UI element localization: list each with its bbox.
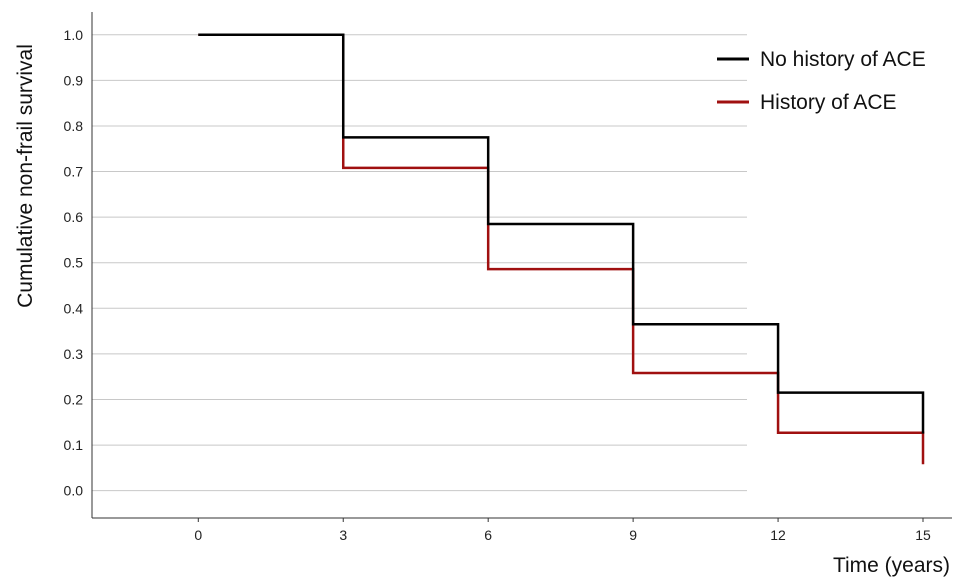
legend-label-no-history: No history of ACE bbox=[760, 48, 926, 71]
y-tick-label: 0.3 bbox=[64, 346, 84, 362]
y-tick-label: 0.2 bbox=[64, 391, 84, 407]
grid-lines bbox=[92, 34, 747, 492]
legend-item-no-history: No history of ACE bbox=[717, 48, 926, 71]
y-tick-labels: 0.0 0.1 0.2 0.3 0.4 0.5 0.6 0.7 0.8 0.9 1.0 bbox=[64, 27, 84, 499]
y-tick-label: 0.9 bbox=[64, 72, 84, 88]
x-axis-title: Time (years) bbox=[833, 554, 950, 577]
x-tick-labels: 0 3 6 9 12 15 bbox=[194, 518, 931, 543]
y-tick-label: 0.7 bbox=[64, 164, 84, 180]
x-tick-label: 3 bbox=[339, 527, 347, 543]
x-tick-label: 0 bbox=[194, 527, 202, 543]
y-axis-title: Cumulative non-frail survival bbox=[14, 44, 37, 308]
legend: No history of ACE History of ACE bbox=[717, 48, 926, 114]
x-tick-label: 12 bbox=[770, 527, 786, 543]
legend-item-history: History of ACE bbox=[717, 91, 897, 114]
axes bbox=[91, 12, 952, 519]
y-tick-label: 1.0 bbox=[64, 27, 84, 43]
x-tick-label: 15 bbox=[915, 527, 931, 543]
y-tick-label: 0.4 bbox=[64, 300, 84, 316]
y-tick-label: 0.8 bbox=[64, 118, 84, 134]
series-lines bbox=[198, 33, 925, 465]
x-tick-label: 9 bbox=[629, 527, 637, 543]
series-line-no-history bbox=[198, 33, 925, 434]
y-tick-label: 0.1 bbox=[64, 437, 84, 453]
y-tick-label: 0.0 bbox=[64, 483, 84, 499]
legend-label-history: History of ACE bbox=[760, 91, 897, 114]
y-tick-label: 0.5 bbox=[64, 255, 84, 271]
y-tick-label: 0.6 bbox=[64, 209, 84, 225]
x-tick-label: 6 bbox=[484, 527, 492, 543]
